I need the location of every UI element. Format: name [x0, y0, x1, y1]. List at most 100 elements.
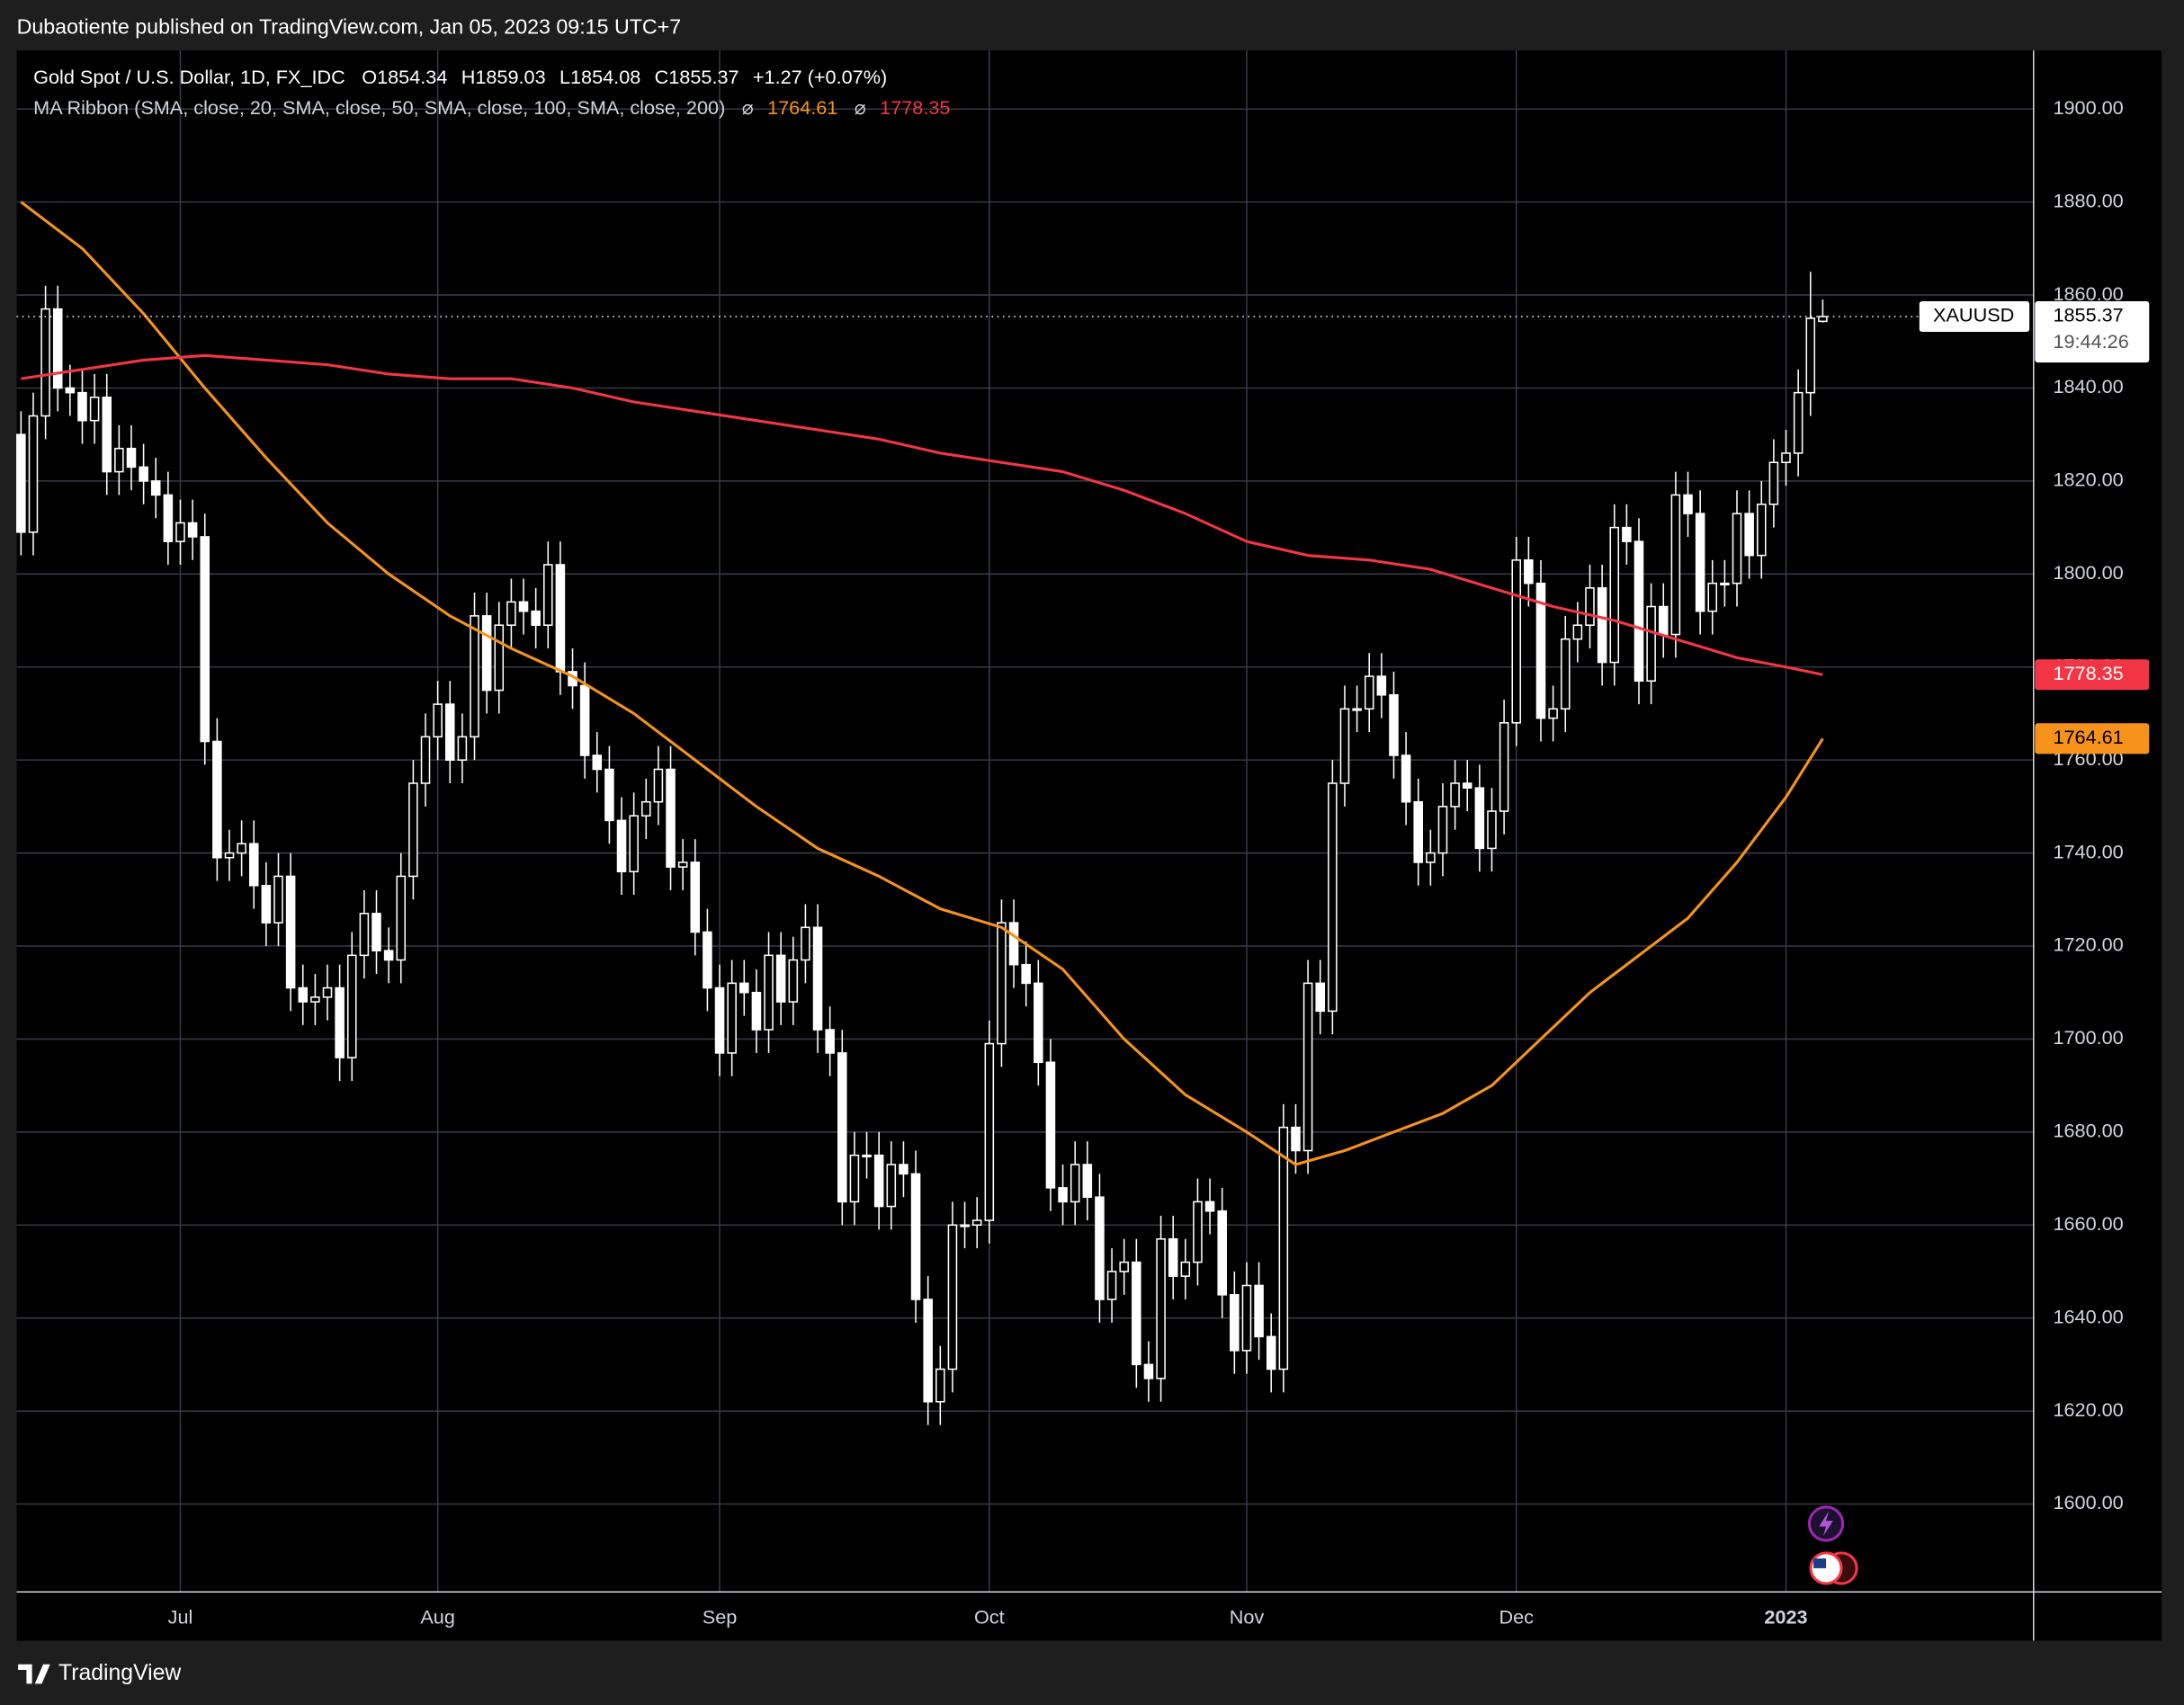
candle-body — [1156, 1237, 1166, 1379]
candle-body — [28, 415, 39, 533]
symbol-tag-label: XAUUSD — [1933, 304, 2014, 326]
candle-body — [335, 986, 345, 1058]
chart-panel — [16, 50, 2162, 1641]
candle-body — [1302, 982, 1313, 1152]
candle-body — [812, 926, 823, 1031]
candle-body — [1034, 982, 1043, 1064]
price-tag — [2035, 659, 2150, 691]
candle-body — [273, 875, 283, 924]
candle-body — [470, 615, 479, 738]
candle-body — [910, 1173, 921, 1300]
candle-body — [923, 1299, 933, 1403]
candle-body — [1008, 922, 1019, 966]
candle-body — [1499, 722, 1509, 812]
candle-body — [531, 610, 541, 626]
x-tick-label: Aug — [420, 1605, 455, 1628]
y-tick-label: 1880.00 — [2053, 189, 2123, 211]
candle-body — [65, 387, 76, 394]
y-tick-label: 1620.00 — [2053, 1398, 2123, 1421]
candle-body — [1106, 1271, 1117, 1300]
candle-body — [346, 954, 357, 1058]
candle-body — [960, 1224, 970, 1227]
candle-body — [1744, 513, 1754, 557]
candle-body — [1560, 638, 1571, 710]
candle-body — [1352, 708, 1362, 711]
candle-body — [1180, 1261, 1191, 1277]
candle-body — [1548, 708, 1558, 719]
indicator-symbol: ⌀ — [855, 96, 866, 119]
candle-body — [739, 982, 749, 994]
countdown: 19:44:26 — [2053, 330, 2128, 353]
candle-body — [666, 768, 676, 868]
candle-body — [359, 913, 370, 957]
candle-body — [555, 564, 566, 673]
candle-body — [1168, 1237, 1178, 1277]
candle-body — [1781, 452, 1791, 463]
candle-body — [237, 843, 246, 854]
candle-body — [1021, 963, 1031, 985]
candle-body — [1572, 624, 1583, 640]
y-tick-label: 1680.00 — [2053, 1120, 2123, 1142]
candle-body — [788, 959, 799, 1003]
y-tick-label: 1700.00 — [2053, 1026, 2123, 1049]
candle-body — [139, 466, 148, 482]
candle-body — [261, 885, 272, 924]
candle-body — [1230, 1294, 1240, 1352]
y-tick-label: 1820.00 — [2053, 469, 2123, 491]
ohlc-letter: H — [461, 66, 476, 88]
candle-body — [114, 447, 124, 473]
marks — [16, 201, 2034, 1425]
candle-body — [1426, 852, 1436, 863]
candle-body — [1805, 317, 1816, 394]
candle-body — [1683, 494, 1693, 514]
price-tag-label: 1778.35 — [2053, 662, 2123, 684]
candle-body — [1119, 1261, 1129, 1272]
candle-body — [579, 684, 590, 756]
candle-body — [1339, 708, 1350, 784]
candle-body — [433, 703, 443, 738]
candle-body — [677, 861, 688, 868]
candle-body — [1082, 1164, 1093, 1199]
y-tick-label: 1800.00 — [2053, 561, 2123, 584]
ma-value: 1764.61 — [767, 96, 837, 119]
candle-body — [764, 954, 774, 1031]
candle-body — [89, 397, 100, 422]
candle-body — [714, 986, 725, 1054]
candle-body — [77, 391, 87, 422]
candle-body — [1254, 1284, 1264, 1338]
candle-body — [629, 815, 639, 873]
y-tick-label: 1740.00 — [2053, 840, 2123, 862]
candle-body — [653, 768, 664, 803]
x-tick-label: Sep — [703, 1605, 738, 1628]
candle-body — [886, 1164, 897, 1208]
axes: 1600.00 1620.00 1640.00 1660.00 1680.00 1700.… — [168, 96, 2150, 1628]
ohlc-value: 1854.34 — [377, 66, 447, 88]
candle-body — [1376, 675, 1387, 696]
candle-body — [1756, 503, 1767, 557]
candle-body — [727, 982, 737, 1054]
candle-body — [1658, 605, 1669, 636]
candle-body — [494, 624, 505, 692]
candle-body — [1585, 587, 1595, 626]
candle-body — [102, 397, 112, 473]
candle-body — [1474, 787, 1485, 850]
candle-body — [200, 536, 210, 743]
candle-body — [1143, 1363, 1154, 1379]
ohlc-value: 1855.37 — [668, 66, 738, 88]
candle-body — [1524, 559, 1534, 585]
candle-body — [457, 736, 468, 761]
candle-body — [1045, 1061, 1056, 1189]
candle-body — [1609, 526, 1620, 664]
ohlc-letter: L — [559, 66, 570, 88]
flag-canton — [1813, 1558, 1827, 1568]
ohlc-letter: O — [362, 66, 377, 88]
y-tick-label: 1900.00 — [2053, 96, 2123, 119]
candle-body — [1634, 540, 1644, 683]
candle-body — [1437, 806, 1448, 854]
price-tag — [2035, 723, 2150, 754]
candle-body — [616, 819, 627, 873]
candle-body — [52, 308, 63, 389]
ma-value: 1778.35 — [880, 96, 950, 119]
candle-body — [1241, 1284, 1252, 1352]
